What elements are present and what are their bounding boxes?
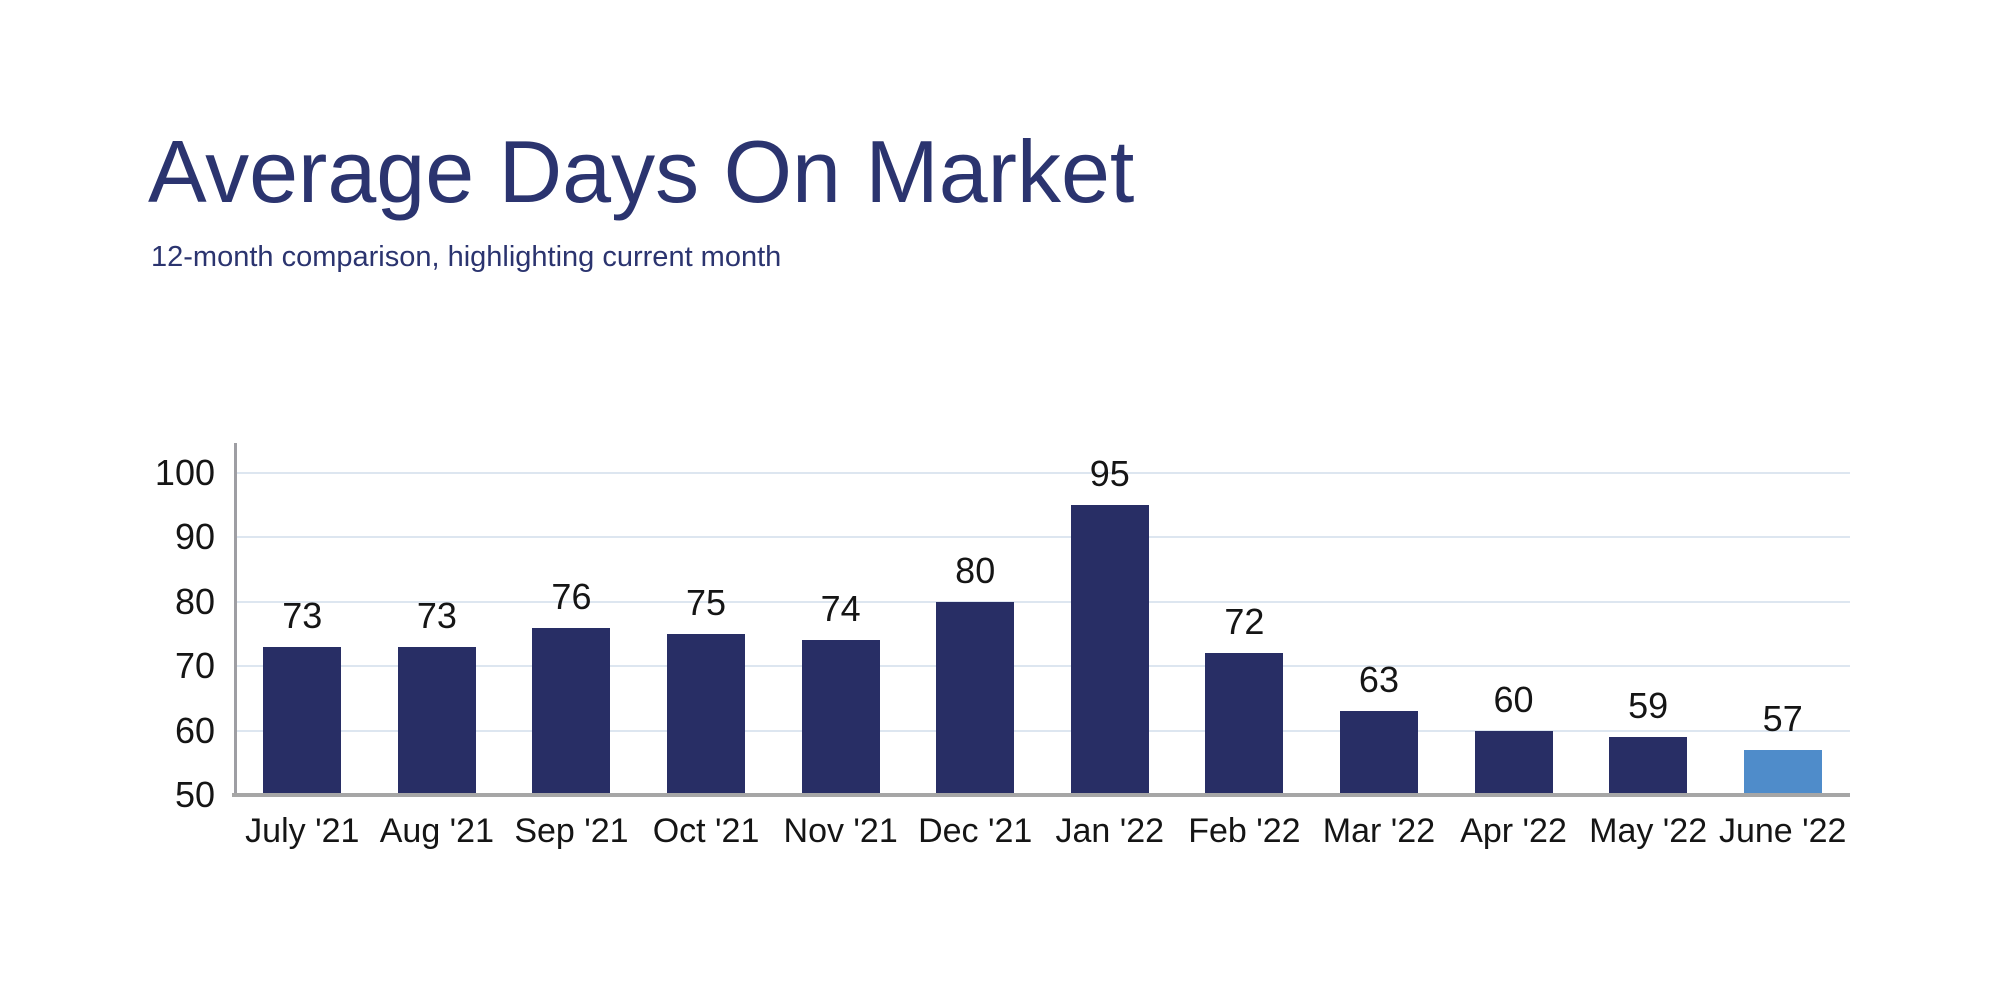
bar-Sep '21 bbox=[532, 627, 611, 795]
x-tick-label-Nov '21: Nov '21 bbox=[783, 812, 898, 850]
bar-value-label-Sep '21: 76 bbox=[551, 575, 592, 617]
x-tick-label-Apr '22: Apr '22 bbox=[1460, 812, 1567, 850]
x-tick-label-Oct '21: Oct '21 bbox=[652, 812, 760, 850]
bar-value-label-Mar '22: 63 bbox=[1358, 659, 1399, 701]
x-tick-label-Aug '21: Aug '21 bbox=[379, 812, 495, 850]
bar-May '22 bbox=[1609, 737, 1688, 795]
bar-Feb '22 bbox=[1205, 653, 1284, 795]
y-tick-label-60: 60 bbox=[174, 709, 215, 751]
x-axis-line bbox=[232, 793, 1850, 797]
bar-Oct '21 bbox=[667, 634, 746, 795]
bar-value-label-Feb '22: 72 bbox=[1224, 601, 1265, 643]
bar-Aug '21 bbox=[397, 646, 476, 795]
x-tick-label-Jan '22: Jan '22 bbox=[1055, 812, 1165, 850]
page-title: Average Days On Market bbox=[148, 122, 1135, 221]
gridline-70 bbox=[235, 665, 1850, 668]
y-axis-line bbox=[234, 443, 237, 795]
bar-Dec '21 bbox=[936, 601, 1015, 795]
y-tick-label-90: 90 bbox=[174, 516, 215, 558]
gridline-90 bbox=[235, 536, 1850, 539]
bar-Apr '22 bbox=[1474, 730, 1553, 795]
bar-value-label-Oct '21: 75 bbox=[686, 582, 727, 623]
y-tick-label-50: 50 bbox=[174, 774, 215, 815]
bar-value-label-Nov '21: 74 bbox=[820, 588, 861, 630]
y-tick-label-80: 80 bbox=[174, 580, 215, 622]
gridline-80 bbox=[235, 600, 1850, 603]
x-tick-label-Feb '22: Feb '22 bbox=[1188, 812, 1301, 850]
y-tick-label-70: 70 bbox=[174, 645, 215, 687]
x-tick-label-June '22: June '22 bbox=[1718, 812, 1847, 850]
x-tick-label-Mar '22: Mar '22 bbox=[1322, 812, 1436, 850]
bar-value-label-July '21: 73 bbox=[282, 594, 323, 636]
bar-June '22 bbox=[1743, 749, 1822, 795]
y-tick-label-100: 100 bbox=[154, 452, 215, 493]
bar-value-label-Jan '22: 95 bbox=[1089, 453, 1130, 495]
bar-value-label-Aug '21: 73 bbox=[416, 594, 457, 636]
gridline-60 bbox=[235, 729, 1850, 732]
bar-value-label-June '22: 57 bbox=[1762, 697, 1803, 739]
x-tick-label-May '22: May '22 bbox=[1589, 812, 1708, 850]
gridline-100 bbox=[235, 472, 1850, 474]
bar-value-label-May '22: 59 bbox=[1628, 685, 1669, 727]
x-tick-label-Sep '21: Sep '21 bbox=[514, 812, 629, 850]
x-tick-label-Dec '21: Dec '21 bbox=[918, 812, 1033, 850]
x-tick-label-July '21: July '21 bbox=[245, 812, 360, 850]
bar-value-label-Apr '22: 60 bbox=[1493, 678, 1534, 720]
bar-Nov '21 bbox=[801, 640, 880, 795]
page-subtitle: 12-month comparison, highlighting curren… bbox=[151, 241, 782, 273]
bar-Jan '22 bbox=[1070, 505, 1149, 795]
bar-value-label-Dec '21: 80 bbox=[955, 549, 996, 591]
bar-Mar '22 bbox=[1339, 711, 1418, 795]
bar-July '21 bbox=[263, 646, 342, 795]
